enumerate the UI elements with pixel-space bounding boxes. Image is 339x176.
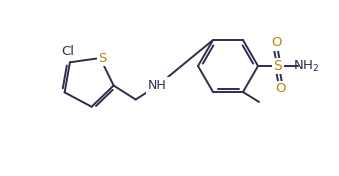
Text: S: S	[98, 52, 106, 65]
Text: O: O	[275, 83, 285, 96]
Text: O: O	[271, 36, 281, 49]
Text: NH: NH	[148, 79, 167, 92]
Text: S: S	[274, 59, 282, 73]
Text: Cl: Cl	[61, 45, 75, 58]
Text: NH$_2$: NH$_2$	[293, 58, 319, 74]
